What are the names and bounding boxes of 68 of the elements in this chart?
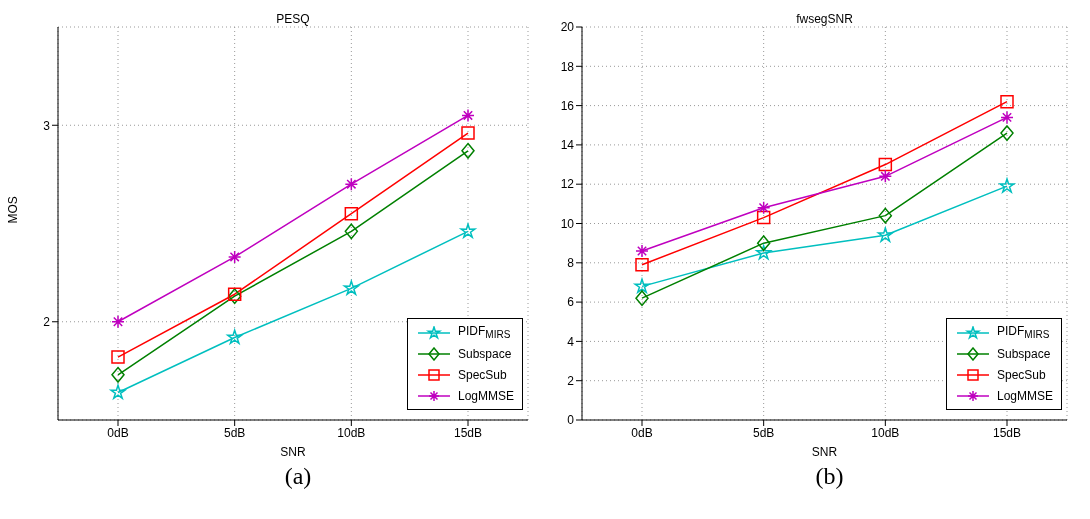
y-tick-label: 6	[567, 295, 575, 310]
point	[756, 201, 771, 215]
point	[878, 207, 893, 224]
point	[461, 126, 475, 140]
y-tick-label: 20	[560, 20, 575, 35]
point	[635, 290, 649, 307]
point	[111, 315, 125, 329]
point	[344, 177, 359, 191]
x-tick-label: 10dB	[337, 425, 366, 440]
point	[635, 258, 649, 272]
y-tick-label: 4	[567, 334, 575, 349]
chart-title: fwsegSNR	[795, 12, 854, 26]
point	[460, 223, 476, 238]
point	[227, 287, 242, 301]
y-tick-label: 18	[560, 59, 575, 74]
point	[878, 169, 893, 184]
point	[227, 329, 243, 345]
point	[877, 227, 893, 242]
legend-label: PIDF$_{MIRS}$	[996, 324, 1050, 341]
y-tick-label: 3	[43, 118, 51, 133]
text: (a)	[283, 463, 313, 490]
point	[1000, 110, 1014, 125]
point	[634, 278, 650, 293]
legend-label: LogMMSE	[457, 388, 514, 403]
x-tick-label: 15dB	[453, 425, 483, 440]
x-tick-label: 0dB	[107, 425, 129, 440]
y-tick-label: 16	[560, 98, 575, 113]
point	[461, 142, 475, 159]
legend-label: Subspace	[457, 346, 512, 361]
y-tick-label: 10	[560, 216, 575, 231]
point	[110, 384, 126, 400]
point	[756, 235, 771, 252]
legend-label: SpecSub	[996, 367, 1046, 382]
x-axis-title: SNR	[811, 445, 838, 459]
y-tick-label: 0	[567, 413, 575, 428]
point	[1000, 125, 1014, 142]
point	[878, 157, 893, 172]
chart-title: PESQ	[275, 12, 311, 26]
x-tick-label: 5dB	[223, 425, 246, 440]
y-tick-label: 8	[567, 256, 575, 271]
legend-label: SpecSub	[457, 367, 507, 382]
legend-label: Subspace	[996, 346, 1051, 361]
point	[227, 250, 242, 264]
point	[344, 223, 359, 240]
point	[635, 244, 649, 258]
point	[111, 350, 125, 364]
point	[1000, 94, 1014, 109]
point	[344, 206, 359, 221]
point	[756, 245, 772, 260]
x-axis-title: SNR	[280, 445, 306, 459]
x-tick-label: 15dB	[992, 425, 1022, 440]
y-tick-label: 12	[560, 177, 575, 192]
x-tick-label: 5dB	[752, 425, 775, 440]
x-tick-label: 0dB	[631, 425, 653, 440]
point	[461, 108, 475, 123]
y-tick-label: 2	[43, 315, 51, 330]
text: (b)	[814, 463, 845, 490]
x-tick-label: 10dB	[871, 425, 900, 440]
y-tick-label: 14	[560, 138, 575, 153]
y-axis-title: MOS	[6, 196, 21, 224]
legend-label: PIDF$_{MIRS}$	[457, 324, 511, 341]
y-tick-label: 2	[567, 373, 575, 388]
point	[343, 280, 359, 295]
point	[227, 288, 242, 305]
point	[111, 366, 125, 383]
point	[999, 178, 1015, 193]
point	[756, 210, 771, 225]
legend-label: LogMMSE	[996, 388, 1053, 403]
